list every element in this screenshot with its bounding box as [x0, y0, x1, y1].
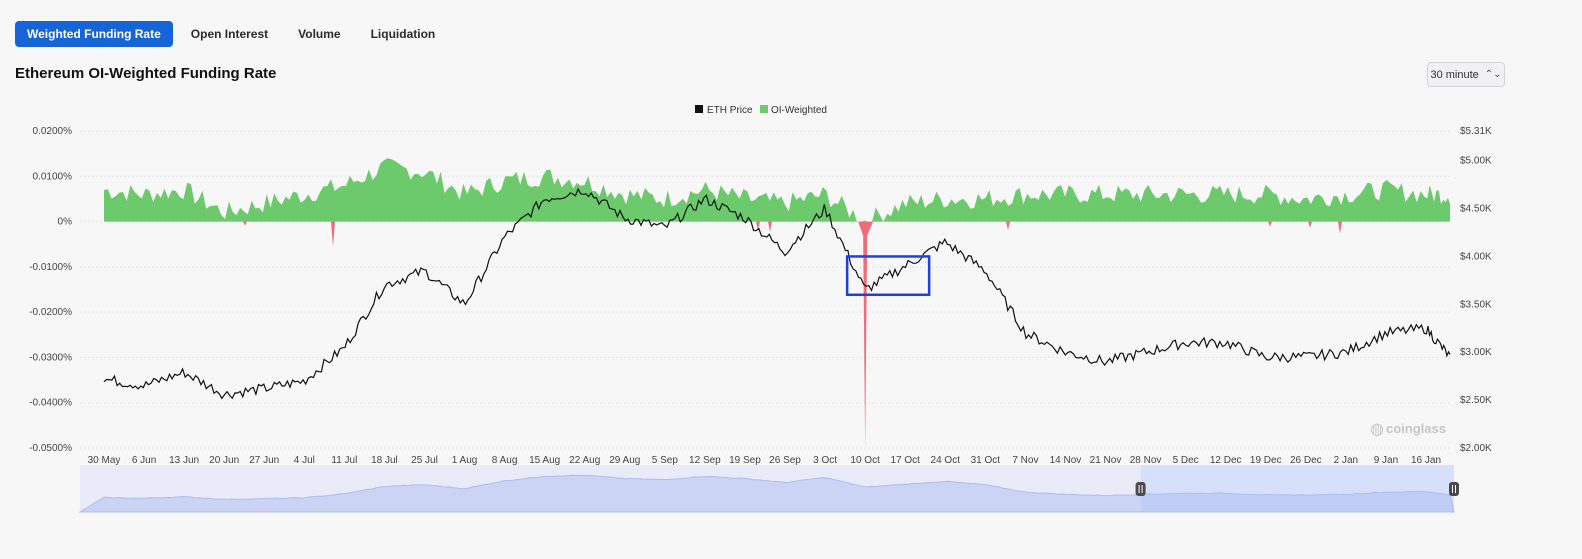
x-tick-label: 12 Sep — [689, 455, 721, 466]
interval-select[interactable]: 30 minute ⌃⌄ — [1427, 62, 1505, 87]
chevron-updown-icon: ⌃⌄ — [1484, 69, 1502, 80]
x-tick-label: 25 Jul — [411, 455, 438, 466]
y-left-tick-label: -0.0300% — [29, 352, 72, 363]
highlight-box — [845, 255, 931, 297]
y-right-tick-label: $3.50K — [1460, 299, 1492, 310]
x-tick-label: 26 Sep — [769, 455, 801, 466]
interval-value: 30 minute — [1430, 68, 1479, 81]
x-tick-label: 11 Jul — [331, 455, 357, 466]
y-right-tick-label: $2.50K — [1460, 395, 1492, 406]
x-tick-label: 15 Aug — [529, 455, 560, 466]
navigator-handle-right[interactable] — [1449, 482, 1459, 496]
chart-legend: ETH Price OI-Weighted — [695, 105, 827, 116]
x-tick-label: 24 Oct — [931, 455, 961, 466]
x-tick-label: 14 Nov — [1050, 455, 1082, 466]
page-title: Ethereum OI-Weighted Funding Rate — [15, 65, 277, 82]
eth-price-line — [103, 187, 1451, 400]
tab-weighted-funding-rate[interactable]: Weighted Funding Rate — [15, 21, 173, 47]
tab-liquidation[interactable]: Liquidation — [358, 21, 448, 47]
oi-weighted-negative-spike — [858, 221, 874, 448]
x-tick-label: 22 Aug — [569, 455, 600, 466]
y-axis-left: 0.0200% 0.0100% 0% -0.0100% -0.0200% -0.0300%… — [29, 126, 72, 454]
oi-weighted-negative-dip — [1006, 221, 1010, 230]
oi-weighted-negative-dip — [1308, 221, 1312, 228]
y-left-tick-label: -0.0500% — [29, 443, 72, 454]
oi-weighted-negative-dip — [1268, 221, 1272, 227]
oi-weighted-negative-dip — [1338, 221, 1342, 234]
y-right-tick-label: $3.00K — [1460, 347, 1492, 358]
tab-volume[interactable]: Volume — [286, 21, 353, 47]
legend-label-oi-weighted[interactable]: OI-Weighted — [771, 105, 827, 116]
y-right-tick-label: $4.50K — [1460, 204, 1492, 215]
x-tick-label: 5 Sep — [652, 455, 679, 466]
y-left-tick-label: -0.0100% — [29, 262, 72, 273]
oi-weighted-area-positive — [104, 158, 1451, 222]
watermark-coinglass-logo: ◍ — [1370, 421, 1384, 438]
x-axis: 30 May 6 Jun 13 Jun 20 Jun 27 Jun 4 Jul 11 Jul… — [88, 455, 1441, 466]
oi-weighted-negative-dip — [243, 221, 247, 226]
watermark: ◍ coinglass — [1370, 421, 1446, 438]
y-left-tick-label: 0% — [58, 217, 73, 228]
x-tick-label: 4 Jul — [294, 455, 315, 466]
x-tick-label: 20 Jun — [209, 455, 239, 466]
metric-tabs: Weighted Funding Rate Open Interest Volu… — [15, 21, 448, 47]
x-tick-label: 18 Jul — [371, 455, 398, 466]
x-tick-label: 7 Nov — [1012, 455, 1038, 466]
eth-price-series — [103, 187, 1451, 400]
navigator — [78, 465, 1459, 513]
y-right-tick-label: $5.00K — [1460, 156, 1492, 167]
drag-handle-icon — [1135, 482, 1146, 496]
x-tick-label: 8 Aug — [492, 455, 518, 466]
x-tick-label: 3 Oct — [813, 455, 837, 466]
y-right-tick-label: $4.00K — [1460, 251, 1492, 262]
grid-lines — [80, 130, 1452, 449]
x-tick-label: 16 Jan — [1411, 455, 1441, 466]
oi-weighted-negative-dip — [331, 221, 335, 247]
x-tick-label: 9 Jan — [1374, 455, 1398, 466]
y-left-tick-label: 0.0200% — [33, 126, 73, 137]
oi-weighted-negative-dip — [768, 221, 772, 232]
x-tick-label: 17 Oct — [890, 455, 920, 466]
x-tick-label: 19 Dec — [1250, 455, 1282, 466]
legend-swatch-eth-price — [695, 105, 703, 113]
x-tick-label: 5 Dec — [1173, 455, 1199, 466]
legend-swatch-oi-weighted — [760, 105, 768, 113]
navigator-background — [80, 465, 1454, 512]
tab-open-interest[interactable]: Open Interest — [178, 21, 281, 47]
x-tick-label: 10 Oct — [850, 455, 880, 466]
annotation-layer — [845, 255, 931, 297]
y-right-tick-label: $2.00K — [1460, 443, 1492, 454]
legend-label-eth-price[interactable]: ETH Price — [707, 105, 753, 116]
y-left-tick-label: -0.0200% — [29, 307, 72, 318]
navigator-selection — [1140, 465, 1454, 512]
y-left-tick-label: 0.0100% — [33, 171, 73, 182]
x-tick-label: 12 Dec — [1210, 455, 1242, 466]
x-tick-label: 29 Aug — [609, 455, 640, 466]
oi-weighted-series — [104, 158, 1451, 448]
y-left-tick-label: -0.0400% — [29, 398, 72, 409]
oi-weighted-negative-dip — [756, 221, 760, 230]
x-tick-label: 1 Aug — [452, 455, 478, 466]
watermark-text: coinglass — [1386, 421, 1446, 436]
x-tick-label: 19 Sep — [729, 455, 761, 466]
x-tick-label: 30 May — [88, 455, 121, 466]
x-tick-label: 6 Jun — [132, 455, 156, 466]
navigator-series — [78, 474, 1455, 513]
y-right-tick-label: $5.31K — [1460, 126, 1492, 137]
x-tick-label: 2 Jan — [1334, 455, 1358, 466]
navigator-handle-left[interactable] — [1135, 482, 1146, 496]
drag-handle-icon — [1449, 482, 1459, 496]
x-tick-label: 31 Oct — [971, 455, 1001, 466]
x-tick-label: 28 Nov — [1130, 455, 1162, 466]
x-tick-label: 21 Nov — [1090, 455, 1122, 466]
x-tick-label: 13 Jun — [169, 455, 199, 466]
x-tick-label: 26 Dec — [1290, 455, 1322, 466]
y-axis-right: $5.31K $5.00K $4.50K $4.00K $3.50K $3.00K $2.5… — [1460, 126, 1492, 454]
x-tick-label: 27 Jun — [249, 455, 279, 466]
